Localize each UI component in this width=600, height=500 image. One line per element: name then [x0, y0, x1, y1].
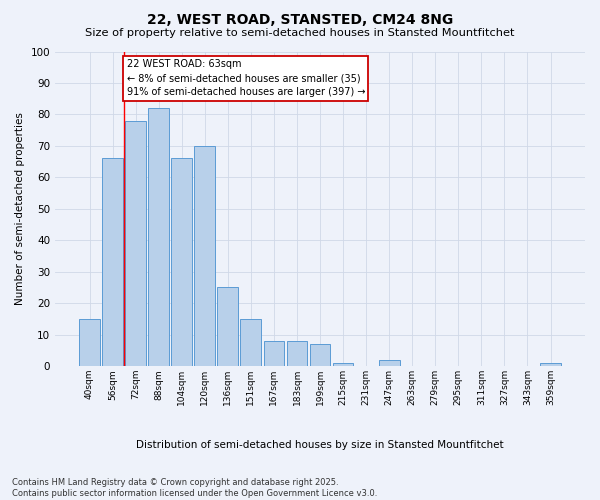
Bar [263, 341, 284, 366]
Bar [379, 360, 400, 366]
Bar [172, 158, 192, 366]
Bar [125, 120, 146, 366]
X-axis label: Distribution of semi-detached houses by size in Stansted Mountfitchet: Distribution of semi-detached houses by … [136, 440, 504, 450]
Bar [79, 319, 100, 366]
Bar [241, 319, 261, 366]
Bar [310, 344, 331, 366]
Bar [102, 158, 123, 366]
Bar [148, 108, 169, 366]
Bar [194, 146, 215, 366]
Bar [540, 363, 561, 366]
Text: 22 WEST ROAD: 63sqm
← 8% of semi-detached houses are smaller (35)
91% of semi-de: 22 WEST ROAD: 63sqm ← 8% of semi-detache… [127, 60, 365, 98]
Bar [217, 288, 238, 366]
Y-axis label: Number of semi-detached properties: Number of semi-detached properties [15, 112, 25, 305]
Text: 22, WEST ROAD, STANSTED, CM24 8NG: 22, WEST ROAD, STANSTED, CM24 8NG [147, 12, 453, 26]
Text: Contains HM Land Registry data © Crown copyright and database right 2025.
Contai: Contains HM Land Registry data © Crown c… [12, 478, 377, 498]
Text: Size of property relative to semi-detached houses in Stansted Mountfitchet: Size of property relative to semi-detach… [85, 28, 515, 38]
Bar [287, 341, 307, 366]
Bar [332, 363, 353, 366]
